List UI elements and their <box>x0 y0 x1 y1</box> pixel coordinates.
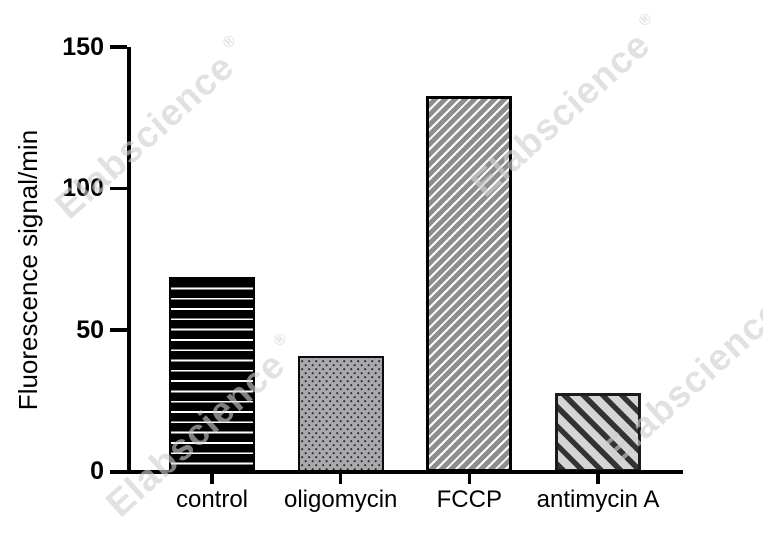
y-tick-label-100: 100 <box>62 174 104 202</box>
y-axis-tick-150 <box>110 45 127 49</box>
y-tick-label-0: 0 <box>90 457 104 485</box>
x-axis-tick-FCCP <box>467 473 472 484</box>
bar-antimycin-A <box>555 392 641 472</box>
y-axis-tick-100 <box>110 186 127 191</box>
bar-oligomycin <box>297 355 384 472</box>
x-axis-tick-antimycin-A <box>596 473 600 484</box>
y-tick-label-50: 50 <box>76 315 104 344</box>
registered-trademark-icon: ® <box>635 9 656 31</box>
x-axis-tick-control <box>210 473 214 484</box>
x-axis-tick-oligomycin <box>338 473 343 484</box>
x-category-label-FCCP: FCCP <box>436 486 502 513</box>
bar-FCCP <box>426 95 513 472</box>
y-axis-title: Fluorescence signal/min <box>13 129 43 411</box>
x-category-label-antimycin-A: antimycin A <box>536 486 660 513</box>
bar-control <box>169 276 255 472</box>
x-category-label-control: control <box>175 486 249 513</box>
y-axis-tick-50 <box>110 328 127 332</box>
registered-trademark-icon: ® <box>270 329 291 351</box>
y-axis-line <box>127 47 131 473</box>
y-tick-label-150: 150 <box>62 32 104 61</box>
x-axis-line <box>110 470 683 474</box>
registered-trademark-icon: ® <box>219 31 240 53</box>
x-category-label-oligomycin: oligomycin <box>283 486 398 513</box>
